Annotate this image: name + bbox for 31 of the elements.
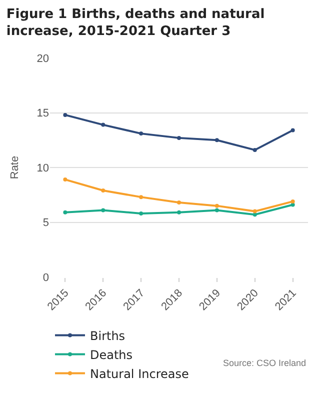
point: [63, 178, 68, 182]
y-axis-title: Rate: [9, 156, 21, 180]
source-note: Source: CSO Ireland: [223, 358, 306, 368]
point: [177, 136, 181, 140]
y-tick-label: 20: [36, 52, 49, 65]
chart-title: Figure 1 Births, deaths and natural increase, 2015-2021 Quarter 3: [6, 7, 265, 39]
point: [252, 212, 257, 217]
point: [101, 188, 106, 192]
point: [214, 204, 219, 208]
point: [63, 210, 68, 214]
y-tick-label: 0: [42, 272, 49, 284]
point: [101, 208, 106, 212]
point: [177, 210, 181, 214]
legend-label: Deaths: [90, 348, 133, 362]
y-tick-label: 5: [42, 217, 49, 230]
point: [252, 209, 257, 214]
point: [214, 138, 219, 142]
point: [290, 128, 295, 132]
legend-label: Births: [90, 328, 126, 343]
point: [63, 112, 68, 117]
point: [290, 199, 295, 204]
point: [139, 211, 144, 216]
legend-label: Natural Increase: [90, 366, 189, 381]
point: [139, 195, 144, 200]
point: [139, 132, 144, 136]
y-tick-label: 10: [36, 162, 49, 174]
point: [101, 122, 106, 127]
point: [252, 148, 257, 152]
point: [214, 208, 219, 212]
point: [177, 200, 181, 205]
y-tick-label: 15: [36, 108, 49, 120]
